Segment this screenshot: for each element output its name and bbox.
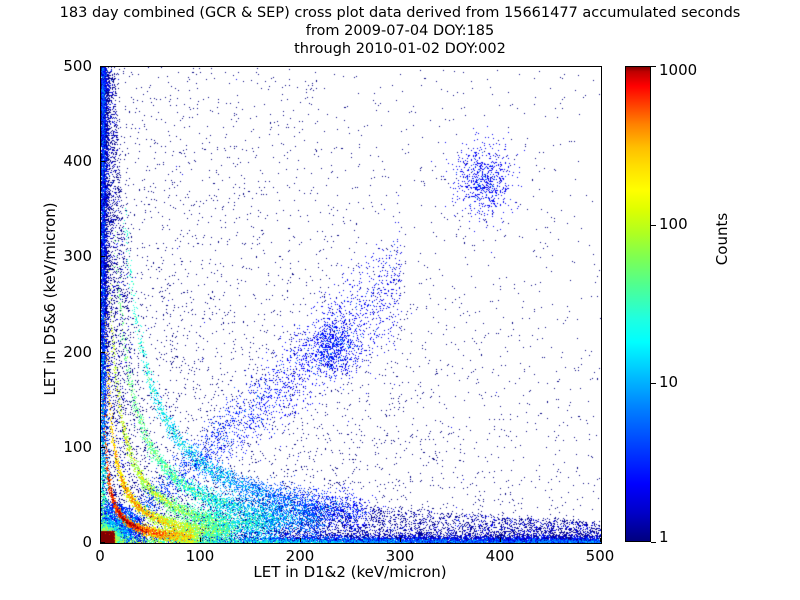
y-tick-300	[101, 256, 105, 258]
x-tick-100	[200, 538, 201, 542]
x-ticklabel-200: 200	[285, 547, 315, 565]
x-ticklabel-500: 500	[585, 547, 615, 565]
y-ticklabel-400: 400	[63, 152, 92, 171]
colorbar-label: Counts	[713, 212, 731, 266]
x-ticklabel-400: 400	[485, 547, 515, 565]
y-axis-label: LET in D5&6 (keV/micron)	[41, 202, 59, 396]
x-ticklabel-100: 100	[185, 547, 215, 565]
title-line-1: 183 day combined (GCR & SEP) cross plot …	[59, 5, 741, 21]
y-ticklabel-200: 200	[63, 342, 92, 361]
chart-title: 183 day combined (GCR & SEP) cross plot …	[0, 4, 800, 58]
colorbar-ticklabel-10: 10	[659, 373, 679, 392]
colorbar-tick-100	[651, 224, 656, 226]
x-tick-400	[500, 538, 501, 542]
colorbar-tick-10	[651, 383, 656, 385]
y-ticklabel-500: 500	[63, 57, 92, 75]
scatter-plot-area	[100, 66, 602, 544]
x-tick-0	[100, 538, 101, 542]
y-tick-400	[101, 161, 105, 163]
title-line-2: from 2009-07-04 DOY:185	[305, 23, 495, 39]
scatter-density-canvas	[101, 67, 601, 543]
x-tick-300	[400, 538, 401, 542]
colorbar: 1 10 100 1000	[625, 61, 697, 546]
x-tick-500	[600, 538, 601, 542]
y-tick-500	[101, 66, 105, 67]
colorbar-tick-1	[651, 542, 656, 543]
y-ticklabel-300: 300	[63, 247, 92, 266]
y-ticklabel-100: 100	[63, 437, 92, 456]
x-tick-200	[300, 538, 301, 542]
x-ticklabel-300: 300	[385, 547, 415, 565]
title-line-3: through 2010-01-02 DOY:002	[294, 41, 506, 57]
colorbar-ticklabel-1: 1	[659, 528, 669, 546]
y-ticklabel-0: 0	[82, 533, 92, 551]
y-tick-200	[101, 351, 105, 353]
y-tick-100	[101, 446, 105, 448]
colorbar-ticklabel-100: 100	[659, 214, 688, 233]
colorbar-ticklabel-1000: 1000	[659, 61, 698, 79]
colorbar-tick-1000	[651, 66, 656, 67]
y-tick-0	[101, 542, 105, 543]
x-axis-label: LET in D1&2 (keV/micron)	[253, 563, 447, 581]
colorbar-gradient	[625, 66, 651, 542]
x-ticklabel-0: 0	[95, 547, 105, 565]
